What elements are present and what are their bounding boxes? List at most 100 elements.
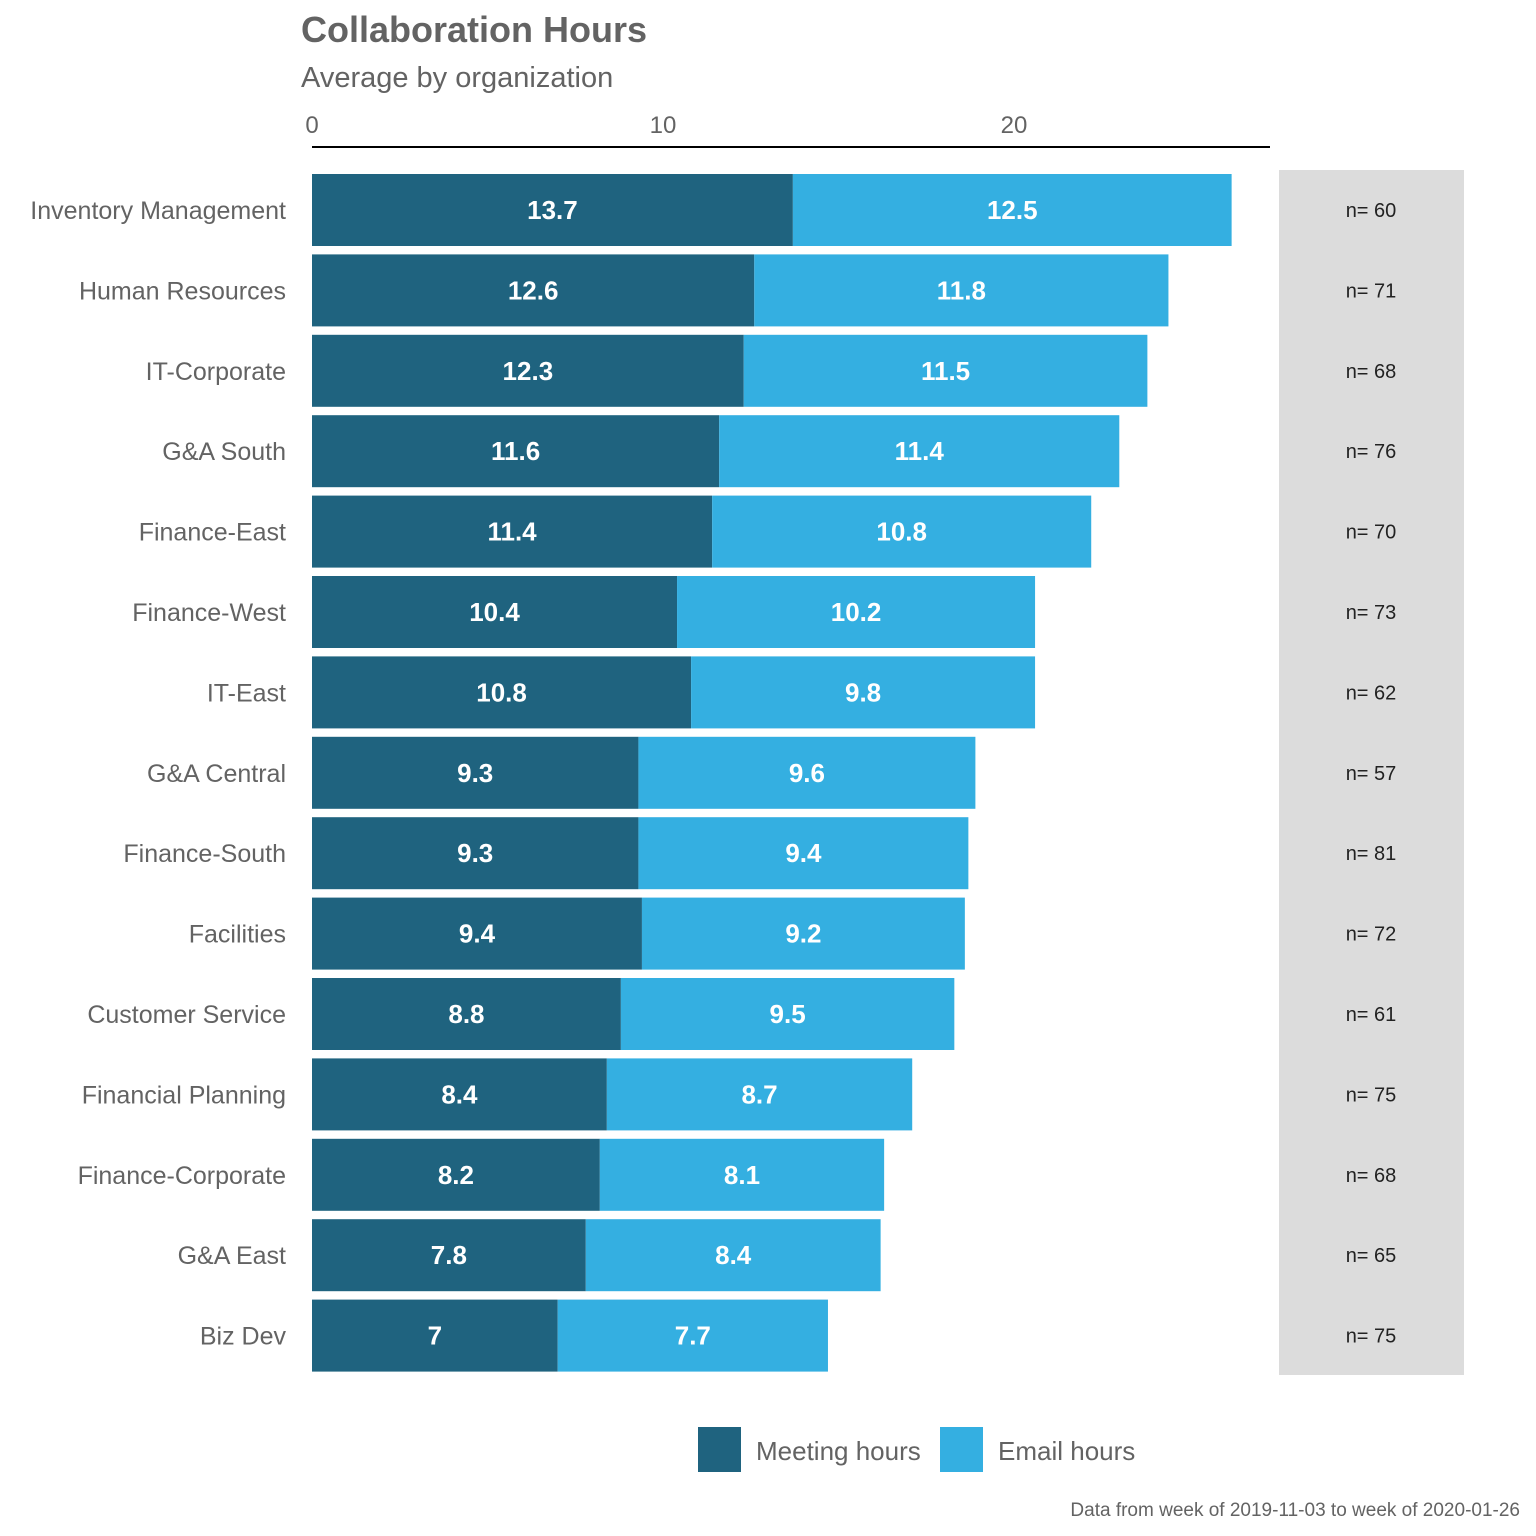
bars (312, 174, 1232, 1372)
email-hours-value-label: 11.5 (921, 356, 970, 386)
email-hours-bar (557, 1299, 828, 1372)
email-hours-bar (719, 415, 1120, 488)
n-label: n= 62 (1346, 682, 1397, 704)
meeting-hours-value-label: 11.6 (491, 436, 540, 466)
n-label: n= 75 (1346, 1326, 1397, 1348)
email-hours-value-label: 8.7 (741, 1079, 777, 1109)
email-hours-value-label: 10.2 (831, 597, 882, 627)
email-hours-value-label: 8.4 (715, 1240, 752, 1270)
x-tick-label: 0 (305, 112, 318, 139)
value-labels: 13.7 12.5 12.6 11.8 12.3 11.5 11.6 11.4 11.4 10.8… (428, 195, 1038, 1351)
chart-caption: Data from week of 2019-11-03 to week of … (1070, 1500, 1520, 1521)
n-panel-background (1279, 170, 1464, 1375)
category-label: Finance-South (123, 840, 286, 868)
email-hours-value-label: 12.5 (987, 195, 1038, 225)
meeting-hours-value-label: 10.8 (476, 677, 527, 707)
category-label: G&A South (162, 438, 286, 466)
meeting-hours-bar (312, 174, 793, 246)
n-label: n= 72 (1346, 924, 1397, 946)
n-labels: n= 60 n= 71 n= 68 n= 76 n= 70 n= 73 n= 62 n= 57… (1346, 200, 1397, 1348)
email-hours-bar (712, 495, 1092, 568)
chart-subtitle: Average by organization (301, 62, 613, 94)
meeting-hours-bar (312, 656, 692, 729)
email-hours-bar (585, 1219, 881, 1292)
x-axis: 0 10 20 (305, 112, 1027, 139)
meeting-hours-bar (312, 415, 720, 488)
category-label: IT-Corporate (146, 358, 286, 386)
email-hours-bar (691, 656, 1036, 729)
n-label: n= 65 (1346, 1245, 1397, 1267)
meeting-hours-value-label: 12.6 (508, 275, 559, 305)
n-label: n= 76 (1346, 441, 1397, 463)
meeting-hours-value-label: 8.4 (441, 1079, 478, 1109)
category-labels: Inventory Management Human Resources IT-Co… (30, 197, 286, 1351)
n-label: n= 57 (1346, 763, 1397, 785)
n-label: n= 81 (1346, 843, 1397, 865)
meeting-hours-bar (312, 1138, 600, 1211)
n-label: n= 68 (1346, 1165, 1397, 1187)
email-hours-value-label: 8.1 (724, 1160, 760, 1190)
email-hours-value-label: 9.4 (785, 838, 822, 868)
email-hours-bar (638, 817, 969, 890)
meeting-hours-bar (312, 897, 642, 970)
n-label: n= 61 (1346, 1004, 1397, 1026)
email-hours-value-label: 9.2 (785, 919, 821, 949)
category-label: Human Resources (79, 277, 286, 305)
email-hours-bar (599, 1138, 885, 1211)
legend-key-meeting-hours (698, 1427, 741, 1472)
x-tick-label: 20 (1001, 112, 1028, 139)
email-hours-bar (620, 978, 955, 1050)
category-label: Customer Service (87, 1001, 286, 1029)
legend-label: Meeting hours (756, 1436, 921, 1466)
meeting-hours-value-label: 8.8 (448, 999, 484, 1029)
n-label: n= 70 (1346, 522, 1397, 544)
category-label: Inventory Management (30, 197, 286, 225)
category-label: G&A Central (147, 760, 286, 788)
meeting-hours-bar (312, 495, 713, 568)
x-tick-label: 10 (650, 112, 677, 139)
meeting-hours-value-label: 10.4 (469, 597, 520, 627)
meeting-hours-bar (312, 817, 639, 890)
email-hours-value-label: 11.8 (937, 275, 986, 305)
category-label: Finance-East (139, 519, 286, 547)
email-hours-bar (743, 334, 1148, 407)
meeting-hours-bar (312, 576, 678, 648)
meeting-hours-value-label: 8.2 (438, 1160, 474, 1190)
email-hours-value-label: 10.8 (876, 517, 927, 547)
meeting-hours-value-label: 9.3 (457, 758, 493, 788)
email-hours-bar (606, 1058, 913, 1131)
n-label: n= 71 (1346, 280, 1397, 302)
email-hours-bar (677, 576, 1036, 648)
email-hours-bar (638, 736, 976, 809)
n-label: n= 68 (1346, 361, 1397, 383)
category-label: Facilities (189, 921, 286, 949)
category-label: Biz Dev (200, 1323, 287, 1351)
meeting-hours-bar (312, 978, 621, 1050)
n-label: n= 60 (1346, 200, 1397, 222)
category-label: Finance-West (132, 599, 286, 627)
email-hours-value-label: 7.7 (675, 1321, 711, 1351)
category-label: G&A East (178, 1242, 286, 1270)
meeting-hours-value-label: 7 (428, 1321, 442, 1351)
category-label: IT-East (207, 679, 286, 707)
email-hours-bar (792, 174, 1232, 246)
legend-key-email-hours (940, 1427, 983, 1472)
n-label: n= 75 (1346, 1084, 1397, 1106)
meeting-hours-value-label: 12.3 (503, 356, 554, 386)
meeting-hours-bar (312, 254, 755, 327)
n-label: n= 73 (1346, 602, 1397, 624)
email-hours-bar (754, 254, 1169, 327)
legend-label: Email hours (998, 1436, 1135, 1466)
meeting-hours-bar (312, 1299, 558, 1372)
meeting-hours-bar (312, 334, 744, 407)
email-hours-value-label: 11.4 (895, 436, 945, 466)
meeting-hours-value-label: 9.3 (457, 838, 493, 868)
email-hours-value-label: 9.8 (845, 677, 881, 707)
legend: Meeting hours Email hours (698, 1427, 1135, 1472)
meeting-hours-bar (312, 736, 639, 809)
meeting-hours-value-label: 9.4 (459, 919, 496, 949)
chart-title: Collaboration Hours (301, 9, 647, 50)
category-label: Financial Planning (82, 1081, 286, 1109)
meeting-hours-value-label: 11.4 (487, 517, 537, 547)
meeting-hours-bar (312, 1058, 607, 1131)
